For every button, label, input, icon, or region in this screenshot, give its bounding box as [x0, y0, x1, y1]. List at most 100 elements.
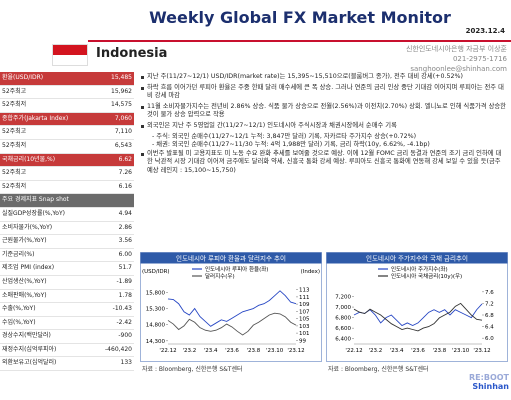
- contact-line: 021-2975-1716: [452, 55, 507, 63]
- row-label: 수입(%,YoY): [2, 318, 36, 326]
- row-value: -2.42: [116, 318, 132, 326]
- row-value: -1.89: [116, 277, 132, 285]
- sub-bullet: - 주식: 외국인 순매수(11/27~12/1 누적: 3,847만 달러) …: [152, 132, 417, 140]
- x-tick-label: '23.4: [204, 348, 218, 354]
- row-value: 15,962: [111, 87, 132, 95]
- row-value: 3.56: [118, 237, 132, 245]
- row-label: 국채금리(10년물,%): [2, 155, 56, 163]
- chart-title: 인도네시아 루피아 환율과 달러지수 추이: [176, 254, 286, 263]
- y2-tick-label: 7.2: [485, 301, 494, 307]
- y2-tick-label: 6.4: [485, 325, 494, 331]
- row-label: 근원물가(%,YoY): [2, 237, 47, 245]
- data-line: [353, 302, 483, 332]
- bullet: 외국인은 지난 주 5영업일 간(11/27~12/1) 인도네시아 주식시장과…: [140, 122, 506, 131]
- row-label: 수출(%,YoY): [2, 305, 36, 313]
- row-value: -10.43: [112, 305, 132, 313]
- y2-tick-label: 107: [299, 309, 310, 315]
- row-value: 4.94: [118, 209, 132, 217]
- data-line: [167, 290, 297, 327]
- y-tick-label: 7,000: [335, 305, 351, 311]
- row-value: 6.62: [118, 155, 132, 163]
- table-row: 제조업 PMI (index) 51.7: [0, 262, 134, 276]
- row-label: 외환보유고(십억달러): [2, 359, 57, 367]
- row-label: 환율(USD/IDR): [2, 74, 44, 81]
- row-value: 2.86: [118, 223, 132, 231]
- row-value: 1.78: [118, 291, 132, 299]
- country-name: Indonesia: [96, 46, 168, 61]
- sub-bullet: - 채권: 외국인 순매수(11/27~11/30 누적: 4억 1,988만 …: [152, 141, 430, 149]
- table-row: 52주최저 6,543: [0, 140, 134, 154]
- section-title: 주요 경제지표 Snap shot: [2, 196, 69, 204]
- table-row: 52주최고 7.26: [0, 167, 134, 181]
- y-tick-label: 6,800: [335, 316, 351, 322]
- x-tick-label: '23.8: [246, 348, 260, 354]
- y2-tick-label: 99: [299, 338, 306, 344]
- table-row: 소비자물가(%,YoY) 2.86: [0, 222, 134, 236]
- y-tick-label: 15,300: [146, 307, 166, 313]
- bullet: 지난 주(11/27~12/1) USD/IDR(market rate)는 1…: [140, 73, 506, 82]
- row-value: 7,060: [114, 114, 132, 122]
- x-tick-label: '23.6: [225, 348, 239, 354]
- row-label: 52주최저: [2, 182, 27, 190]
- row-label: 실질GDP성장률(%,YoY): [2, 209, 65, 217]
- contact-line: sanghoonlee@shinhan.com: [410, 65, 507, 73]
- legend-label: 달러지수(우): [205, 272, 235, 280]
- source-note: 자료 : Bloomberg, 신한은행 S&T센터: [142, 366, 243, 373]
- legend-label: 인도네시아 루피아 환율(좌): [205, 265, 268, 273]
- y-tick-label: 6,600: [335, 326, 351, 332]
- y2-tick-label: 105: [299, 317, 310, 323]
- table-row: 경상수지(백만달러) -900: [0, 330, 134, 344]
- x-tick-label: '23.4: [390, 348, 404, 354]
- table-row: 52주최고 15,962: [0, 86, 134, 100]
- table-row: 52주최저 14,575: [0, 99, 134, 113]
- section-header: 주요 경제지표 Snap shot: [0, 194, 134, 208]
- y2-tick-label: 103: [299, 324, 310, 330]
- x-tick-label: '22.12: [345, 348, 362, 354]
- chart-title-bar: [140, 252, 322, 264]
- bullet: 이번주 발표될 미 고용지표도 미 노동 수요 완화 추세를 보여줄 것으로 예…: [140, 150, 506, 176]
- table-row: 근원물가(%,YoY) 3.56: [0, 235, 134, 249]
- logo-text: RE:BOOT: [469, 373, 509, 382]
- table-row: 재정수지(십억루피아) -460,420: [0, 344, 134, 358]
- row-value: 15,485: [111, 74, 132, 81]
- row-value: -900: [118, 332, 132, 340]
- flag-icon: [52, 44, 88, 66]
- row-label: 52주최저: [2, 141, 27, 149]
- report-date: 2023.12.4: [465, 27, 505, 35]
- chart-title-bar: [326, 252, 508, 264]
- row-label: 52주최저: [2, 101, 27, 109]
- bullet: 11월 소비자물가지수는 전년비 2.86% 상승. 식품 물가 상승으로 전월…: [140, 103, 506, 120]
- row-label: 산업생산(%,YoY): [2, 277, 47, 285]
- row-value: -460,420: [105, 345, 132, 353]
- table-row: 수출(%,YoY) -10.43: [0, 303, 134, 317]
- y-tick-label: 14,300: [146, 339, 166, 345]
- row-label: 재정수지(십억루피아): [2, 345, 57, 353]
- logo-text: Shinhan: [472, 382, 509, 391]
- row-label: 소비자물가(%,YoY): [2, 223, 53, 231]
- row-value: 7.26: [118, 169, 132, 177]
- y2-tick-label: 6.8: [485, 313, 494, 319]
- x-tick-label: '23.2: [368, 348, 382, 354]
- table-row: 52주최고 7,110: [0, 126, 134, 140]
- x-tick-label: '23.6: [411, 348, 425, 354]
- x-tick-label: '23.12: [287, 348, 304, 354]
- x-tick-label: '22.12: [159, 348, 176, 354]
- y-tick-label: 14,800: [146, 323, 166, 329]
- chart: 인도네시아 루피아 환율과 달러지수 추이 (USD/IDR) (Index) 인도네…: [140, 252, 322, 362]
- row-value: 7,110: [114, 128, 132, 136]
- row-value: 6,543: [114, 141, 132, 149]
- row-value: 6.16: [118, 182, 132, 190]
- source-note: 자료 : Bloomberg, 신한은행 S&T센터: [328, 366, 429, 373]
- y-tick-label: 7,200: [335, 295, 351, 301]
- table-row: 소매판매(%,YoY) 1.78: [0, 290, 134, 304]
- bullet: 하락 흐름 이어가던 루피아 환율은 주중 한때 달러 매수세에 큰 폭 상승.…: [140, 84, 506, 101]
- x-tick-label: '23.8: [432, 348, 446, 354]
- chart-title: 인도네시아 주가지수와 국채 금리추이: [366, 254, 468, 263]
- table-header-row: 환율(USD/IDR) 15,485: [0, 72, 134, 86]
- row-label: 52주최고: [2, 87, 27, 95]
- row-value: 6.00: [118, 250, 132, 258]
- y2-axis-label: (Index): [301, 269, 320, 275]
- table-row: 실질GDP성장률(%,YoY) 4.94: [0, 208, 134, 222]
